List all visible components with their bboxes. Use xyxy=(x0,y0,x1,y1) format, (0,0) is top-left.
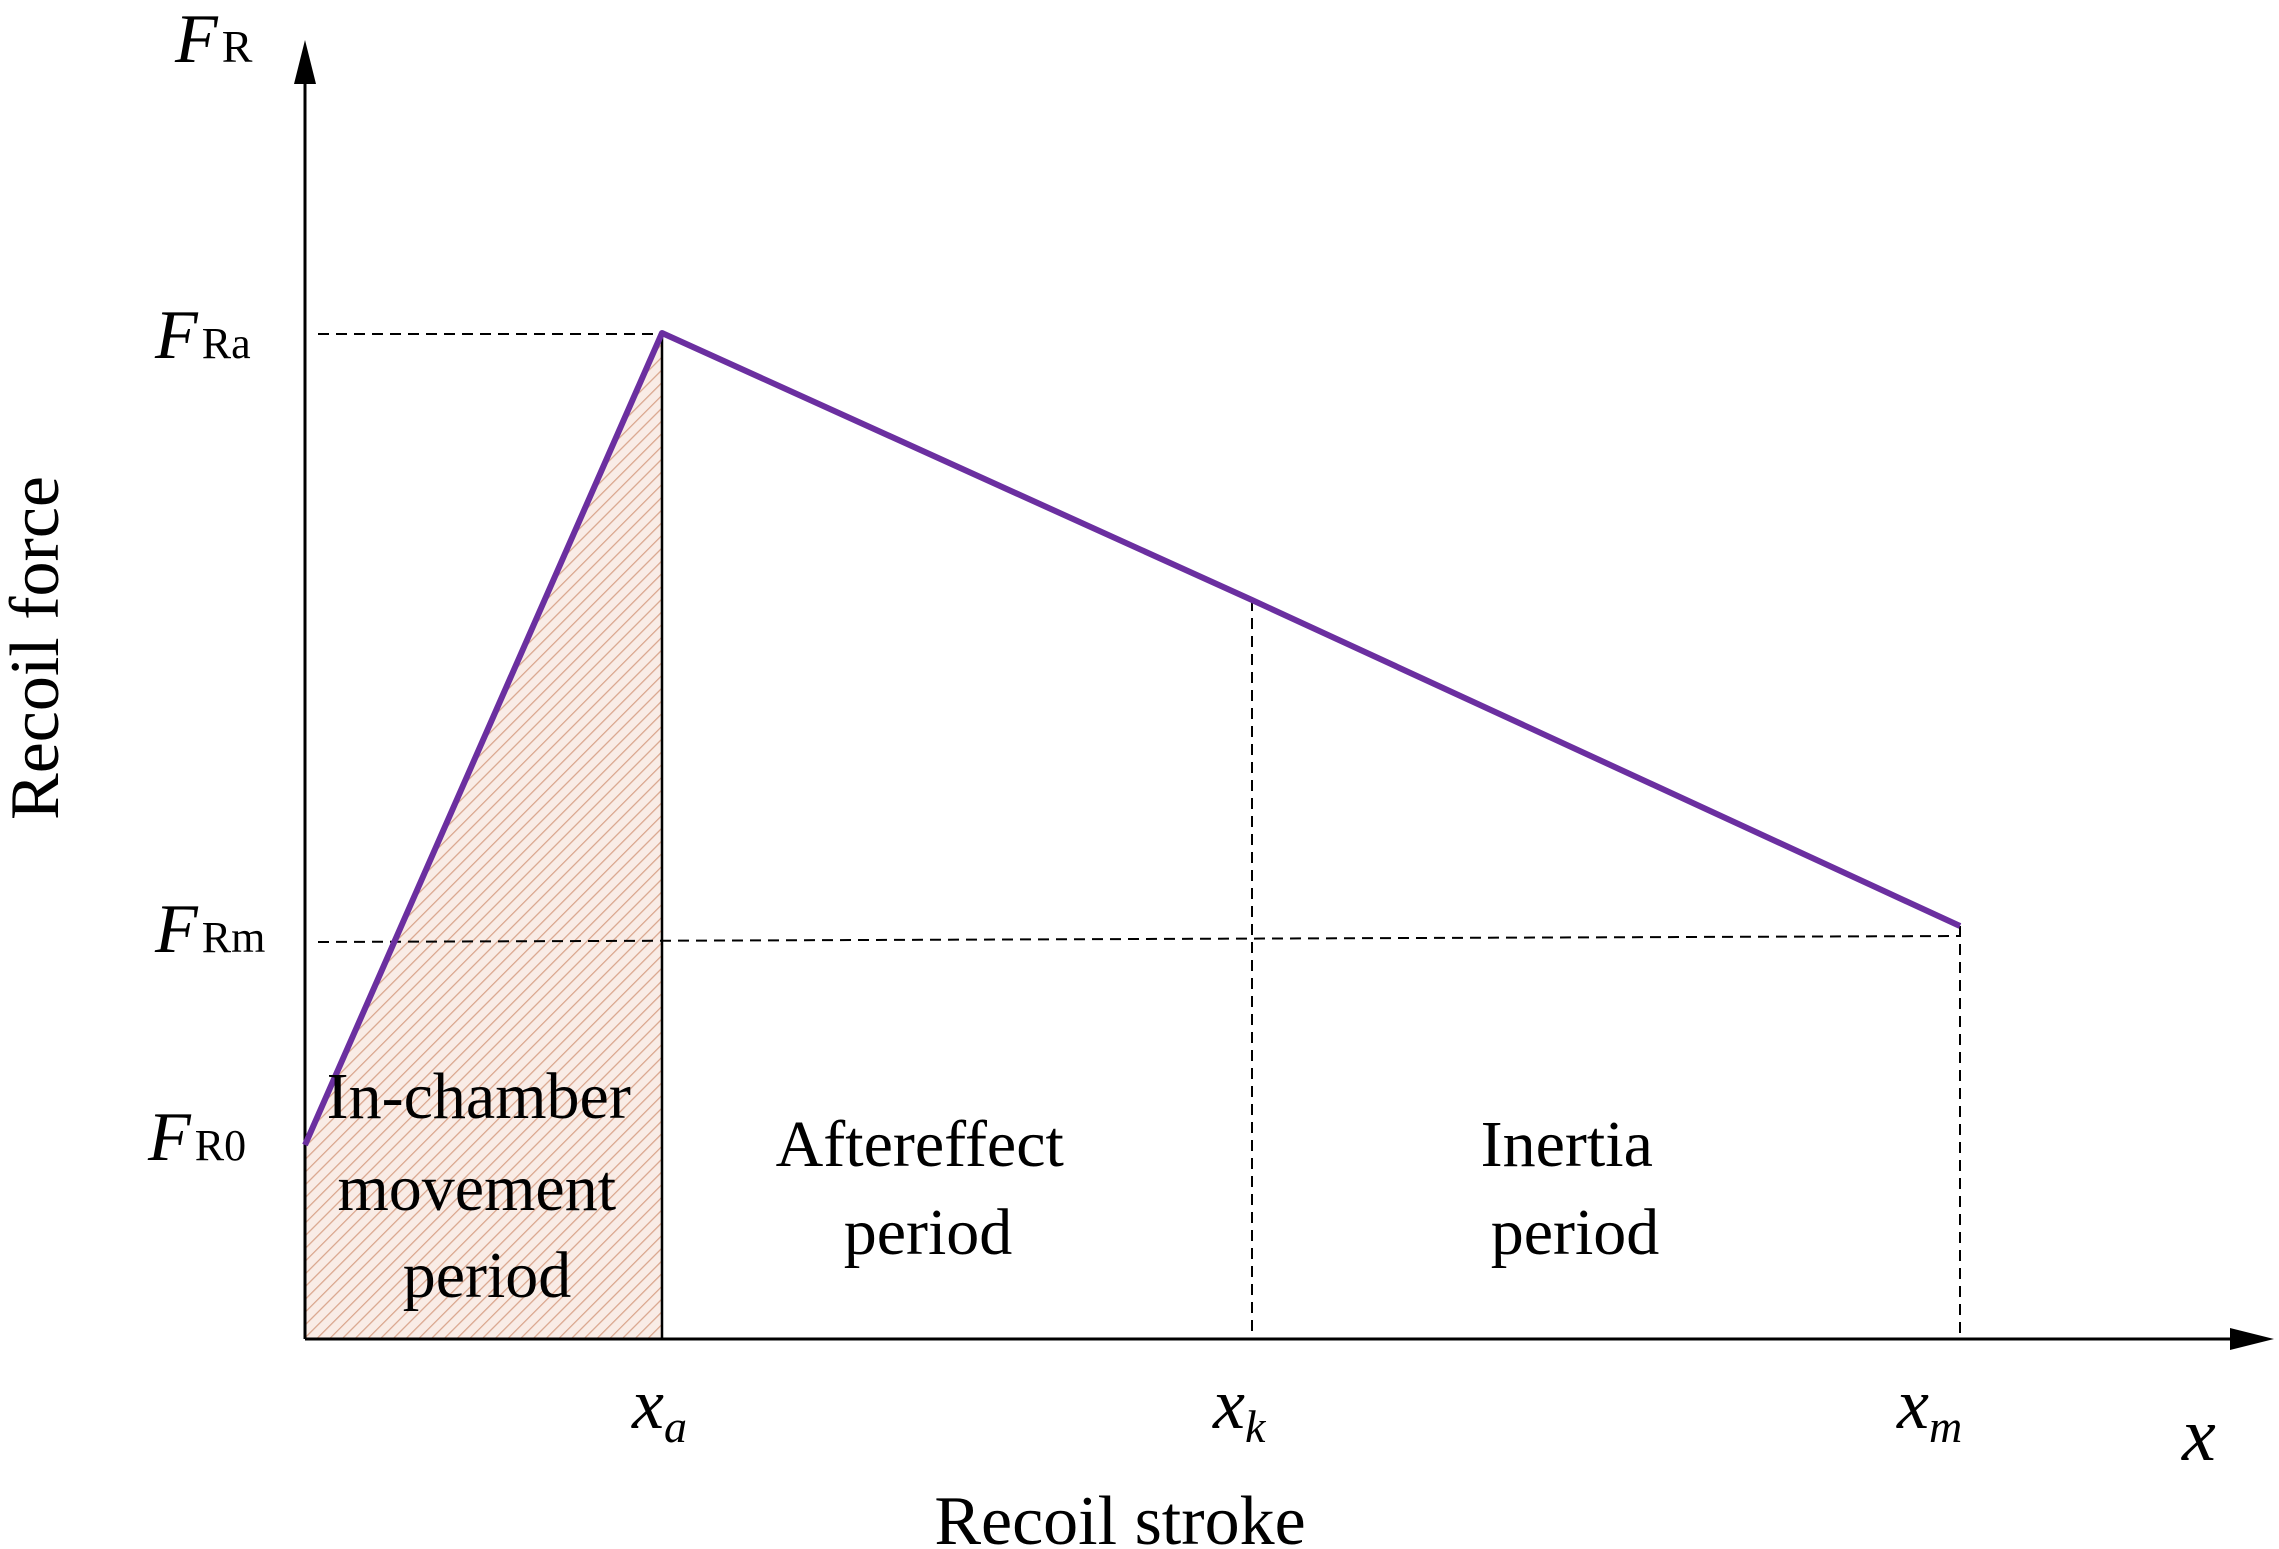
x-tick-xk: xk xyxy=(1212,1364,1267,1452)
x-axis-symbol: x xyxy=(2181,1393,2216,1477)
x-tick-xa: xa xyxy=(631,1364,687,1452)
region-label-in-chamber: In-chamber movement period xyxy=(327,1060,648,1312)
x-axis-title: Recoil stroke xyxy=(934,1483,1305,1549)
y-axis-symbol: FR xyxy=(174,1,253,78)
y-tick-FRm: FRm xyxy=(154,891,265,968)
x-axis-arrow xyxy=(2230,1328,2274,1350)
region-label-aftereffect: Aftereffect period xyxy=(776,1108,1081,1269)
y-tick-FR0: FR0 xyxy=(147,1099,246,1176)
region-label-inertia: Inertia period xyxy=(1481,1108,1670,1269)
y-axis-arrow xyxy=(294,40,316,84)
recoil-force-curve xyxy=(302,330,1962,1147)
guide-FRm xyxy=(317,935,1961,943)
in-chamber-shaded-region xyxy=(305,333,662,1339)
y-axis-title: Recoil force xyxy=(0,476,74,820)
y-tick-FRa: FRa xyxy=(154,297,251,374)
x-tick-xm: xm xyxy=(1896,1364,1962,1452)
